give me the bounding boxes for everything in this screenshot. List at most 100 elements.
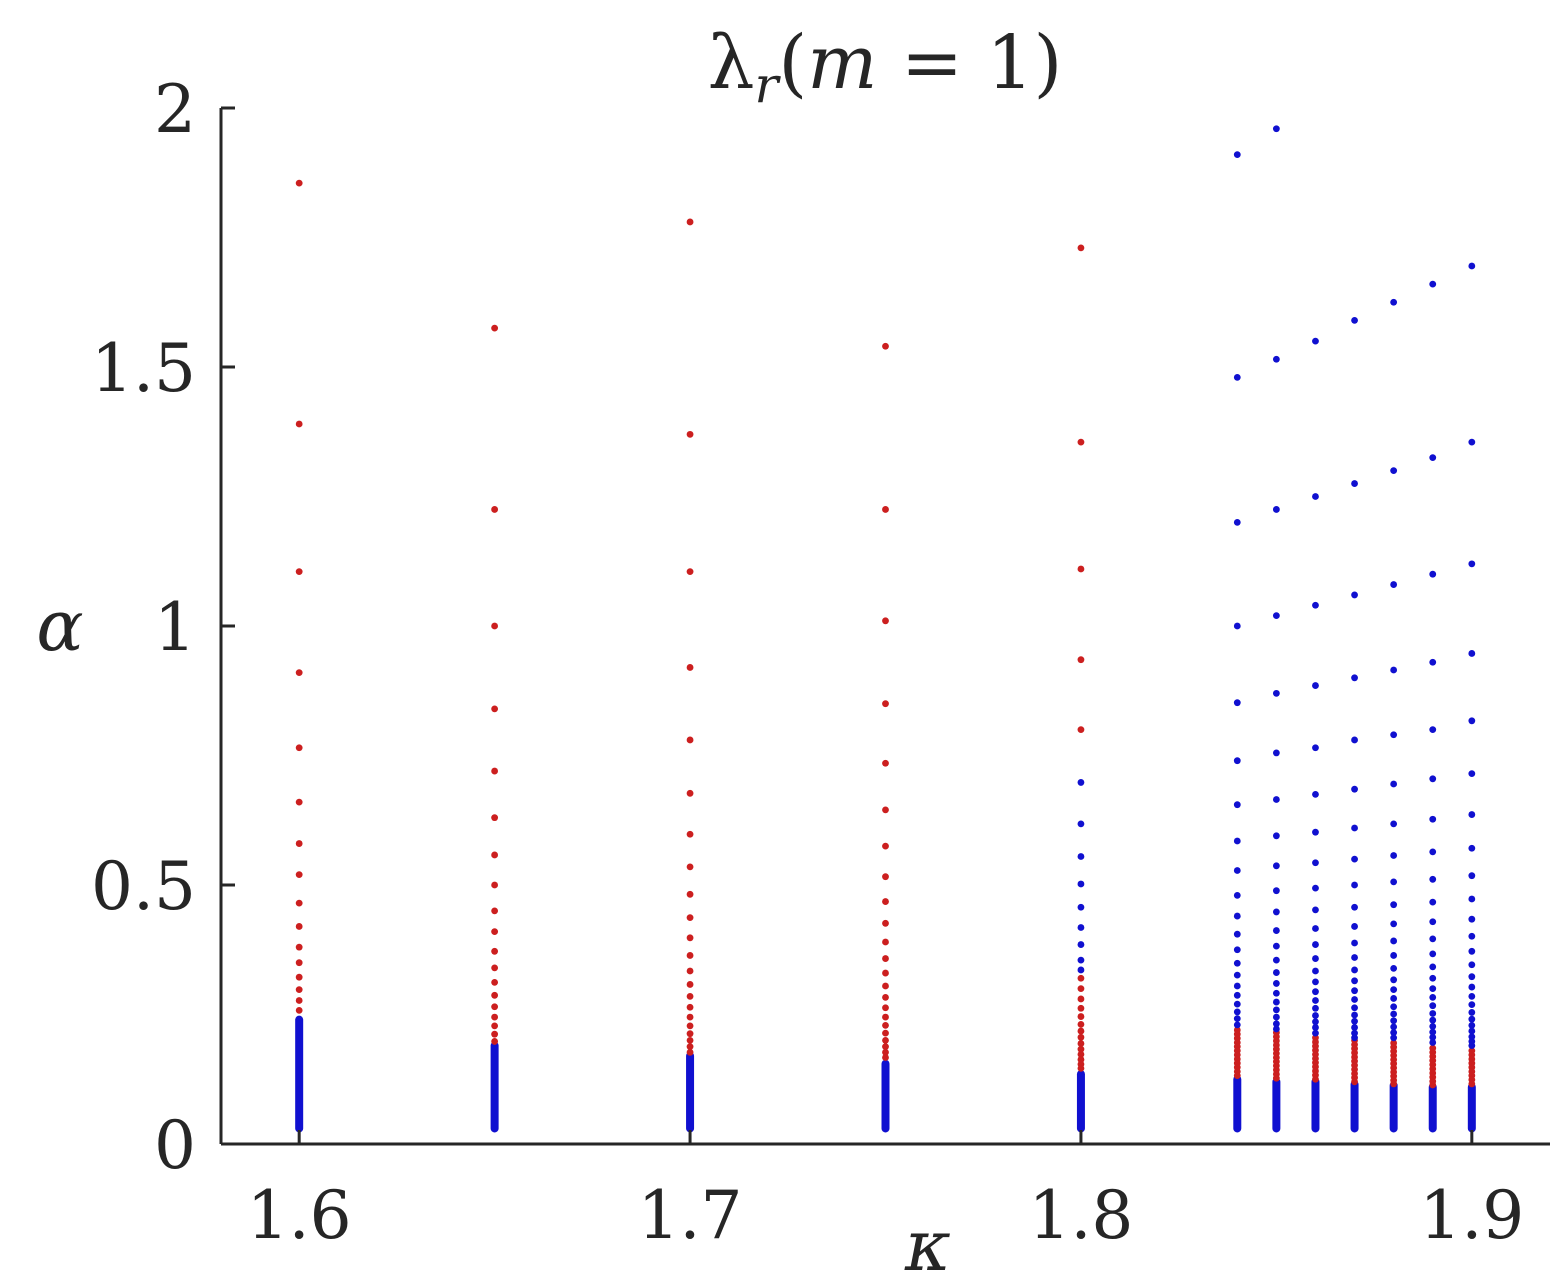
blue-point (1429, 950, 1437, 958)
blue-point (1429, 280, 1437, 288)
column-3 (881, 342, 890, 1133)
blue-point (1468, 1009, 1476, 1016)
red-point (1077, 656, 1085, 664)
blue-point (1468, 1015, 1476, 1023)
red-point (295, 840, 303, 847)
red-point (491, 705, 499, 713)
blue-point (1390, 901, 1398, 909)
red-point (295, 923, 303, 930)
red-point (295, 179, 303, 187)
blue-point (1272, 1013, 1280, 1021)
red-point (882, 342, 889, 350)
blue-point (1351, 824, 1358, 832)
blue-point (1312, 790, 1319, 798)
blue-point (1351, 591, 1358, 599)
red-point (882, 1043, 889, 1051)
red-point (295, 973, 303, 981)
blue-point (1468, 770, 1476, 778)
blue-point (1272, 506, 1280, 513)
red-point (295, 568, 303, 576)
blue-point (1468, 973, 1476, 981)
x-tick-label: 1.9 (1419, 1177, 1524, 1254)
blue-point (1351, 881, 1358, 889)
blue-point (1272, 969, 1280, 976)
red-point (882, 1054, 889, 1061)
blue-point (1429, 974, 1437, 982)
red-point (686, 981, 694, 988)
red-point (882, 1029, 889, 1037)
red-point (1077, 1056, 1085, 1063)
blue-point (1233, 699, 1241, 707)
red-point (686, 890, 694, 898)
red-point (491, 1003, 499, 1011)
column-7 (1311, 337, 1320, 1133)
blue-point (1468, 717, 1476, 725)
red-point (882, 700, 889, 708)
red-point (491, 1030, 499, 1038)
x-axis-title: κ (904, 1205, 951, 1280)
red-point (1077, 1013, 1085, 1020)
red-point (1077, 1020, 1085, 1028)
red-point (491, 767, 499, 775)
red-point (491, 1038, 499, 1045)
red-point (295, 986, 303, 994)
blue-point (1312, 925, 1319, 932)
red-point (491, 991, 499, 999)
blue-point (1468, 915, 1476, 923)
blue-point (1233, 867, 1241, 874)
red-point (686, 992, 694, 1000)
column-1 (490, 324, 499, 1133)
red-point (1077, 1033, 1085, 1041)
red-point (1077, 985, 1085, 992)
red-point (491, 928, 499, 936)
blue-point (1272, 942, 1280, 950)
blue-point (1390, 581, 1398, 588)
blue-point (1233, 837, 1241, 845)
blue-point (1233, 622, 1241, 630)
y-ticks: 0 0.5 1 1.5 2 (91, 71, 235, 1184)
red-point (491, 324, 499, 332)
red-point (1077, 726, 1085, 733)
blue-point (1312, 988, 1319, 996)
red-point (1233, 1072, 1241, 1080)
blue-point (1429, 815, 1437, 823)
blue-point (1233, 930, 1241, 938)
red-point (491, 814, 499, 822)
blue-point (1077, 966, 1085, 974)
blue-point (1233, 801, 1241, 809)
blue-point (1351, 1029, 1358, 1037)
red-point (1077, 995, 1085, 1003)
blue-point (1390, 1017, 1398, 1025)
blue-point (1390, 780, 1398, 788)
blue-point (1077, 880, 1085, 888)
red-point (686, 1030, 694, 1038)
blue-point (1272, 887, 1280, 895)
red-point (1077, 1027, 1085, 1035)
blue-point (1233, 1015, 1241, 1023)
blue-point (1312, 601, 1319, 609)
blue-point (1390, 878, 1398, 886)
blue-point (1351, 966, 1358, 974)
blue-point (1468, 1033, 1476, 1041)
red-point (882, 994, 889, 1001)
blue-point (1272, 980, 1280, 987)
blue-point (1312, 997, 1319, 1004)
blue-point (1233, 757, 1241, 765)
y-tick-label: 1.5 (91, 330, 196, 407)
blue-point (1312, 682, 1319, 689)
blue-point (1429, 935, 1437, 943)
red-point (491, 851, 499, 859)
blue-point (1429, 898, 1437, 906)
red-point (882, 898, 889, 905)
y-tick-label: 2 (154, 71, 196, 148)
red-point (1077, 974, 1085, 982)
red-point (1272, 1074, 1280, 1082)
blue-point (1233, 1008, 1241, 1016)
blue-point (1077, 779, 1085, 786)
blue-point (1468, 650, 1476, 657)
column-10 (1428, 280, 1437, 1133)
blue-point (1390, 298, 1398, 306)
blue-point (1429, 963, 1437, 971)
blue-point (1077, 903, 1085, 911)
blue-point (1468, 872, 1476, 880)
